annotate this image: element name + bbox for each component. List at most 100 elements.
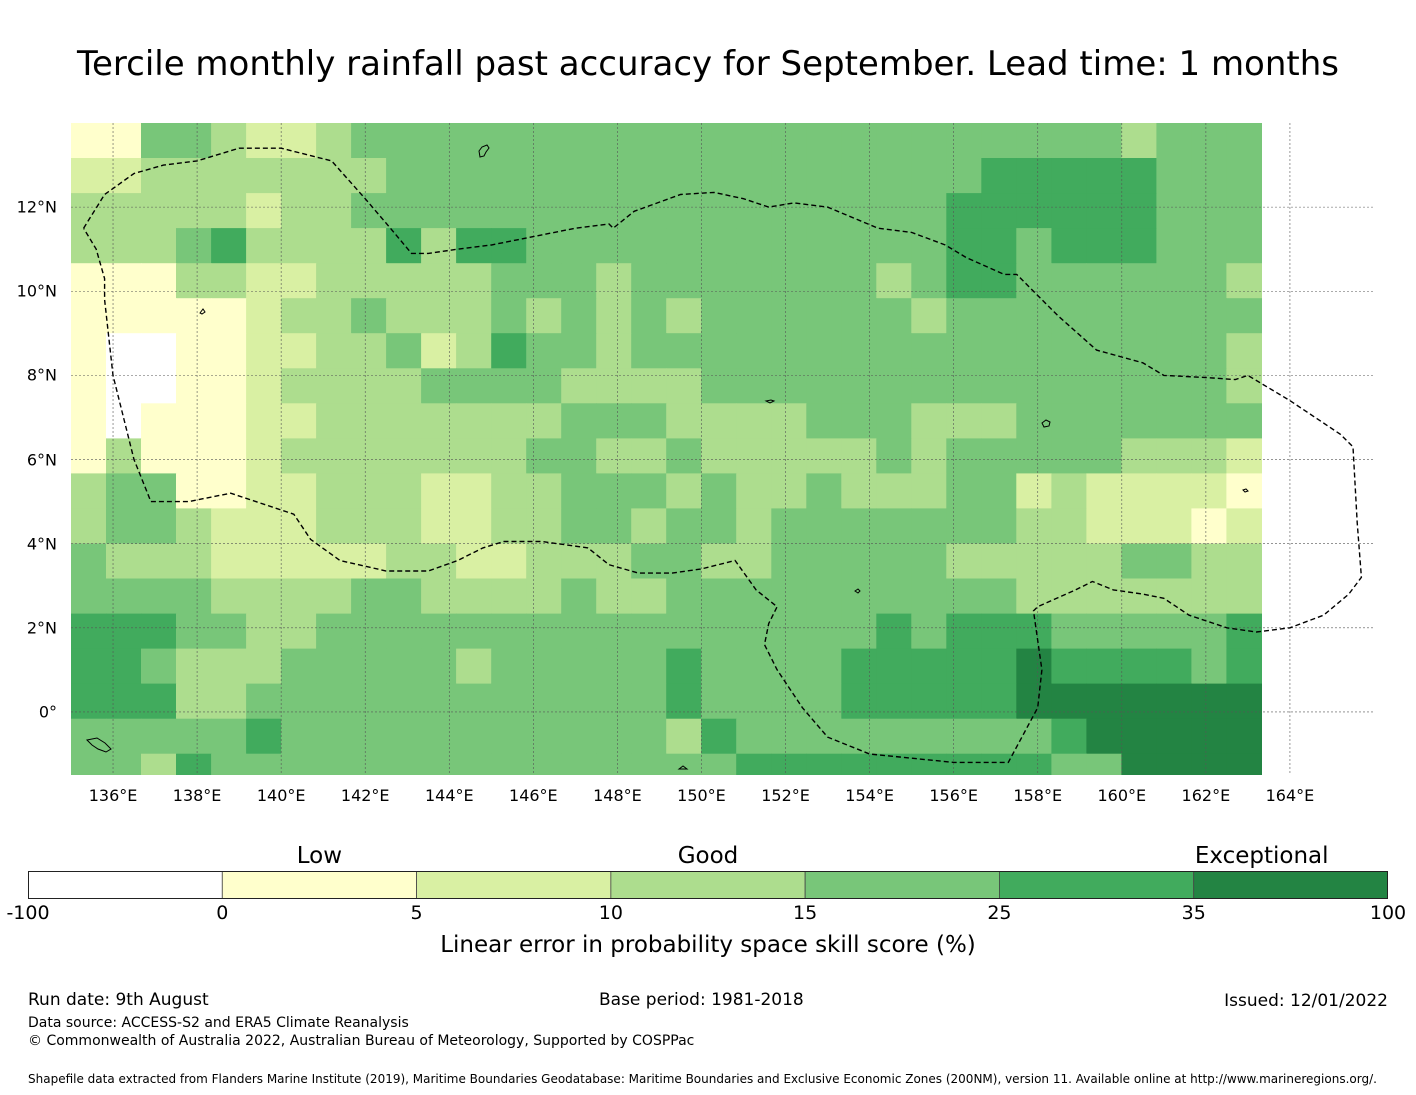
- grid-cell: [351, 228, 387, 264]
- grid-cell: [736, 333, 772, 369]
- grid-cell: [211, 648, 247, 685]
- grid-cell: [1086, 753, 1122, 775]
- grid-cell: [1121, 648, 1157, 685]
- grid-cell: [71, 263, 107, 299]
- grid-cell: [736, 683, 772, 720]
- grid-cell: [841, 508, 877, 544]
- grid-cell: [981, 683, 1017, 720]
- grid-cell: [141, 403, 177, 439]
- grid-cell: [281, 333, 317, 369]
- grid-cell: [211, 193, 247, 229]
- grid-cell: [1121, 403, 1157, 439]
- colorbar-tick-label: 15: [793, 902, 818, 924]
- grid-cell: [386, 578, 422, 615]
- grid-cell: [1191, 543, 1227, 580]
- grid-cell: [1191, 508, 1227, 544]
- grid-cell: [1051, 333, 1087, 369]
- grid-cell: [771, 263, 807, 299]
- grid-cell: [736, 403, 772, 439]
- grid-cell: [911, 298, 947, 334]
- grid-cell: [141, 123, 177, 159]
- grid-cell: [946, 403, 982, 439]
- colorbar: [28, 871, 1388, 899]
- grid-cell: [1086, 368, 1122, 404]
- grid-cell: [1156, 683, 1192, 720]
- grid-cell: [806, 158, 842, 194]
- grid-cell: [981, 438, 1017, 474]
- grid-cell: [1121, 158, 1157, 194]
- colorbar-tick-label: -100: [6, 902, 50, 924]
- grid-cell: [1121, 508, 1157, 544]
- category-label: Good: [677, 843, 739, 869]
- grid-cell: [71, 403, 107, 439]
- grid-cell: [841, 683, 877, 720]
- grid-cell: [421, 368, 457, 404]
- grid-cell: [631, 158, 667, 194]
- grid-cell: [281, 613, 317, 650]
- grid-cell: [666, 333, 702, 369]
- grid-cell: [141, 648, 177, 685]
- grid-cell: [211, 508, 247, 544]
- grid-cell: [386, 753, 422, 775]
- grid-cell: [876, 473, 912, 509]
- grid-cell: [736, 438, 772, 474]
- grid-cell: [1226, 508, 1262, 544]
- grid-cell: [526, 298, 562, 334]
- grid-cell: [351, 753, 387, 775]
- grid-cell: [1191, 683, 1227, 720]
- grid-cell: [1226, 648, 1262, 685]
- grid-cell: [351, 298, 387, 334]
- grid-cell: [876, 123, 912, 159]
- grid-cell: [596, 683, 632, 720]
- grid-cell: [1051, 648, 1087, 685]
- grid-cell: [141, 368, 177, 404]
- grid-cell: [666, 648, 702, 685]
- grid-cell: [456, 753, 492, 775]
- grid-cell: [876, 263, 912, 299]
- colorbar-label: Linear error in probability space skill …: [440, 932, 976, 958]
- grid-cell: [666, 508, 702, 544]
- grid-cell: [1191, 473, 1227, 509]
- grid-cell: [736, 158, 772, 194]
- grid-cell: [666, 473, 702, 509]
- grid-cell: [106, 508, 142, 544]
- skill-score-map: [71, 123, 1374, 775]
- grid-cell: [1051, 613, 1087, 650]
- grid-cell: [526, 263, 562, 299]
- grid-cell: [841, 403, 877, 439]
- grid-cell: [1191, 333, 1227, 369]
- grid-cell: [1016, 228, 1052, 264]
- grid-cell: [456, 718, 492, 755]
- grid-cell: [351, 193, 387, 229]
- grid-cell: [666, 613, 702, 650]
- grid-cell: [841, 263, 877, 299]
- grid-cell: [736, 368, 772, 404]
- grid-cell: [596, 333, 632, 369]
- grid-cell: [281, 508, 317, 544]
- grid-cell: [561, 123, 597, 159]
- grid-cell: [71, 648, 107, 685]
- grid-cell: [1121, 543, 1157, 580]
- grid-cell: [351, 648, 387, 685]
- lat-tick-label: 8°N: [26, 365, 57, 385]
- grid-cell: [1191, 438, 1227, 474]
- grid-cell: [106, 473, 142, 509]
- grid-cell: [351, 403, 387, 439]
- grid-cell: [806, 368, 842, 404]
- grid-cell: [1226, 333, 1262, 369]
- grid-cell: [1051, 683, 1087, 720]
- grid-cell: [211, 718, 247, 755]
- grid-cell: [841, 298, 877, 334]
- grid-cell: [316, 718, 352, 755]
- lon-tick-label: 150°E: [677, 786, 726, 805]
- grid-cell: [666, 298, 702, 334]
- grid-cell: [736, 263, 772, 299]
- grid-cell: [701, 298, 737, 334]
- grid-cell: [841, 158, 877, 194]
- grid-cell: [71, 473, 107, 509]
- eez-boundary-line: [82, 147, 1363, 764]
- grid-cell: [1086, 578, 1122, 615]
- grid-cell: [1226, 123, 1262, 159]
- grid-cell: [1051, 543, 1087, 580]
- grid-cell: [71, 333, 107, 369]
